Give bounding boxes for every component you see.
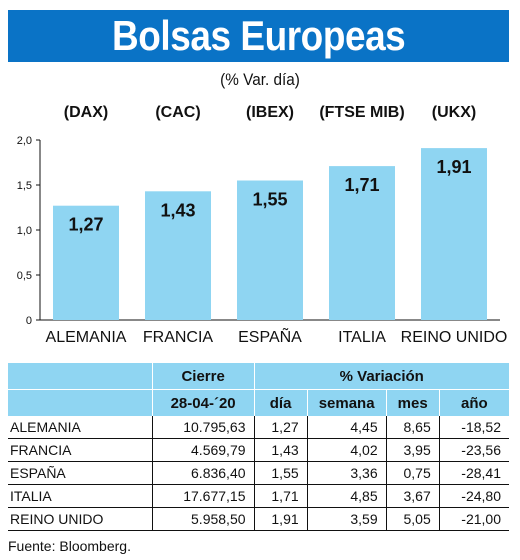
index-label: (CAC)	[155, 104, 200, 121]
chart-subtitle: (% Var. día)	[220, 70, 300, 89]
cell-cierre: 17.677,15	[151, 484, 255, 508]
data-label: 1,43	[160, 200, 195, 220]
cell-dia: 1,43	[253, 438, 308, 462]
chart-title: Bolsas Europeas	[111, 12, 406, 59]
index-label: (UKX)	[432, 104, 476, 121]
bar-reino-unido	[421, 148, 487, 320]
y-tick-label: 0,5	[17, 270, 32, 282]
cell-ano: -24,80	[438, 484, 509, 508]
bar-italia	[329, 166, 395, 320]
name: REINO UNIDO	[8, 507, 153, 531]
header-mes: mes	[385, 389, 440, 416]
y-tick-label: 2,0	[17, 135, 32, 147]
cell-mes: 3,67	[385, 484, 440, 508]
bar-alemania	[53, 205, 119, 320]
cell-dia: 1,71	[253, 484, 308, 508]
category-label: REINO UNIDO	[401, 329, 508, 346]
table-row: ESPAÑA 6.836,40 1,55 3,36 0,75 -28,41	[8, 461, 509, 485]
table-row: ITALIA 17.677,15 1,71 4,85 3,67 -24,80	[8, 484, 509, 508]
y-tick-label: 1,5	[17, 180, 32, 192]
category-label: ALEMANIA	[46, 329, 127, 346]
cell-semana: 3,36	[306, 461, 387, 485]
source-note: Fuente: Bloomberg.	[8, 538, 131, 554]
index-label: (FTSE MIB)	[319, 104, 404, 121]
cell-semana: 4,85	[306, 484, 387, 508]
cell-semana: 3,59	[306, 507, 387, 531]
cell-cierre: 5.958,50	[151, 507, 255, 531]
cell-mes: 0,75	[385, 461, 440, 485]
header-semana: semana	[306, 389, 387, 416]
name: ITALIA	[8, 484, 153, 508]
cell-ano: -28,41	[438, 461, 509, 485]
cell-dia: 1,91	[253, 507, 308, 531]
cell-semana: 4,45	[306, 416, 387, 439]
name: ALEMANIA	[8, 416, 153, 439]
name: FRANCIA	[8, 438, 153, 462]
data-label: 1,55	[252, 190, 287, 210]
header-variacion: % Variación	[253, 363, 509, 390]
data-table: Cierre % Variación 28-04-´20 día semana …	[8, 363, 509, 531]
title-banner: Bolsas Europeas	[8, 10, 509, 62]
category-label: FRANCIA	[143, 329, 214, 346]
name: ESPAÑA	[8, 461, 153, 485]
category-label: ITALIA	[338, 329, 386, 346]
header-date: 28-04-´20	[151, 389, 255, 416]
index-label: (DAX)	[64, 104, 108, 121]
header-empty-2	[8, 389, 153, 416]
header-dia: día	[253, 389, 308, 416]
y-tick-label: 1,0	[17, 225, 32, 237]
y-tick-label: 0	[26, 315, 32, 327]
category-label: ESPAÑA	[238, 326, 302, 346]
table-row: ALEMANIA 10.795,63 1,27 4,45 8,65 -18,52	[8, 416, 509, 439]
cell-ano: -23,56	[438, 438, 509, 462]
index-label: (IBEX)	[246, 104, 294, 121]
data-label: 1,71	[344, 175, 379, 195]
cell-dia: 1,55	[253, 461, 308, 485]
cell-mes: 8,65	[385, 416, 440, 439]
cell-cierre: 4.569,79	[151, 438, 255, 462]
table-row: FRANCIA 4.569,79 1,43 4,02 3,95 -23,56	[8, 438, 509, 462]
cell-cierre: 10.795,63	[151, 416, 255, 439]
header-empty	[8, 363, 153, 390]
cell-dia: 1,27	[253, 416, 308, 439]
cell-mes: 3,95	[385, 438, 440, 462]
cell-mes: 5,05	[385, 507, 440, 531]
header-cierre: Cierre	[151, 363, 255, 390]
cell-ano: -21,00	[438, 507, 509, 531]
bar-francia	[145, 191, 211, 320]
bar-espa-a	[237, 180, 303, 320]
cell-semana: 4,02	[306, 438, 387, 462]
cell-cierre: 6.836,40	[151, 461, 255, 485]
table-row: REINO UNIDO 5.958,50 1,91 3,59 5,05 -21,00	[8, 507, 509, 531]
header-ano: año	[438, 389, 509, 416]
data-label: 1,91	[436, 157, 471, 177]
bar-chart: 0 0,5 1,0 1,5 2,0 1,27 (DAX) ALEMANIA 1,43 (CAC) F…	[17, 104, 508, 346]
data-label: 1,27	[68, 215, 103, 235]
cell-ano: -18,52	[438, 416, 509, 439]
